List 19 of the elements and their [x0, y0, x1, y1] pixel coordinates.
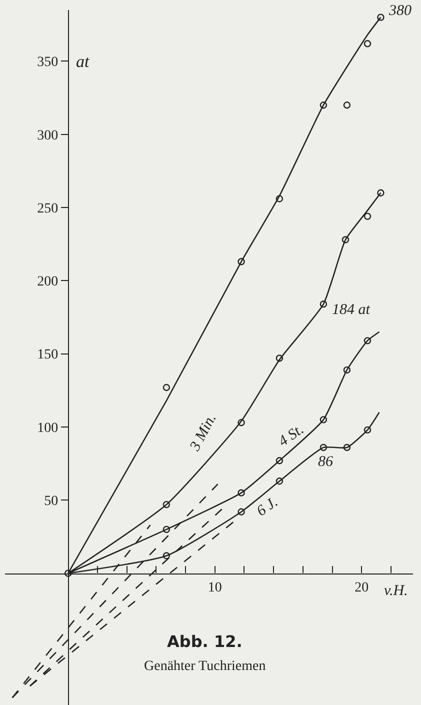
- annotation: 4 St.: [276, 422, 307, 450]
- y-tick-label: 100: [37, 420, 58, 436]
- y-tick-label: 150: [37, 348, 58, 363]
- x-axis-title: v.H.: [384, 583, 408, 599]
- annotation: 3 Min.: [186, 411, 220, 454]
- x-tick-label: 10: [208, 580, 222, 596]
- text: Genähter Tuchriemen: [144, 659, 266, 674]
- y-tick-label: 300: [37, 128, 58, 144]
- y-axis-title: at: [76, 52, 90, 71]
- annotation: 6 J.: [254, 494, 282, 520]
- y-tick-label: 200: [37, 274, 58, 290]
- y-tick-label: 250: [37, 201, 58, 216]
- annotation: 380: [388, 3, 412, 19]
- annotation: 86: [318, 454, 334, 470]
- x-tick-label: 20: [354, 580, 369, 596]
- text: Abb. 12.: [167, 632, 242, 651]
- y-tick-label: 350: [37, 55, 58, 70]
- annotation: 184 at: [332, 302, 371, 318]
- y-tick-label: 50: [44, 494, 58, 510]
